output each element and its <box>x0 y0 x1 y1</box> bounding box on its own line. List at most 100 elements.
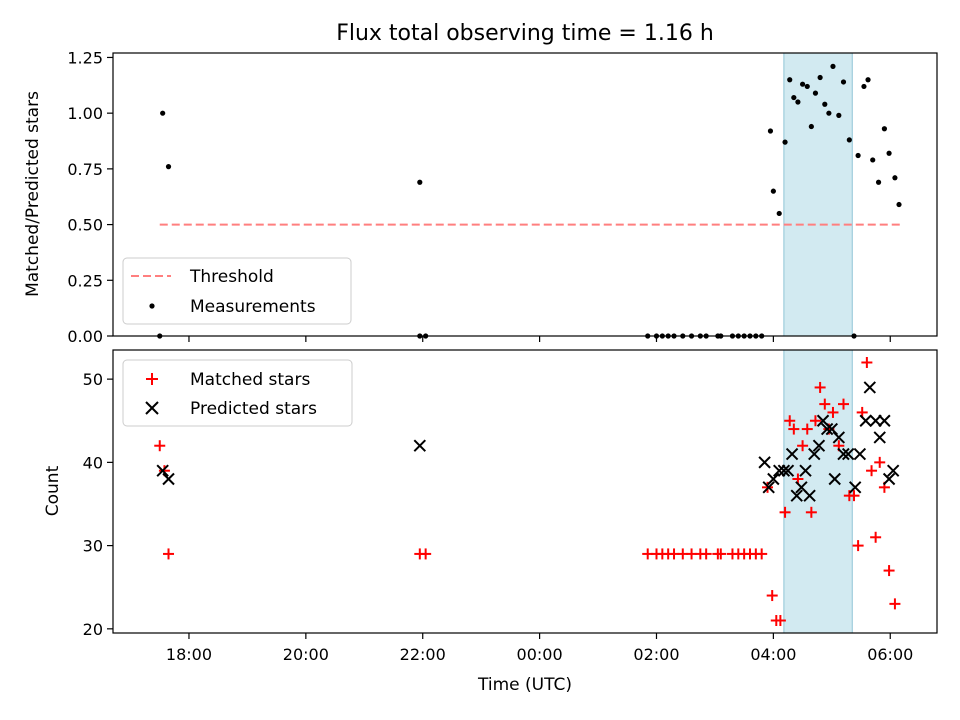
measurement-point <box>776 210 782 217</box>
measurement-point <box>791 94 797 101</box>
predicted-star-point <box>863 381 877 394</box>
top-legend: Threshold Measurements <box>122 257 352 325</box>
y-tick-label: 0.75 <box>67 160 103 179</box>
predicted-star-point <box>803 489 816 502</box>
measurement-point <box>804 83 810 90</box>
legend-matched-marker <box>146 373 158 385</box>
matched-star-point <box>154 440 166 452</box>
measurement-point <box>875 179 882 185</box>
measurement-point <box>417 179 423 185</box>
predicted-star-point <box>777 464 791 477</box>
measurement-point <box>886 150 892 156</box>
legend-threshold-label: Threshold <box>189 267 274 287</box>
y-tick-label: 50 <box>83 370 103 389</box>
y-tick-label: 0.00 <box>67 327 103 346</box>
bottom-x-axis: 18:00 20:00 22:00 00:00 02:00 04:00 06:00 <box>166 633 913 664</box>
bottom-y-label: Count <box>43 465 63 516</box>
matched-star-point <box>874 456 886 468</box>
measurement-point <box>846 137 852 143</box>
x-tick-label: 04:00 <box>750 645 796 664</box>
matched-star-point <box>827 406 839 418</box>
x-tick-label: 02:00 <box>633 645 679 664</box>
legend-matched-label: Matched stars <box>190 370 310 390</box>
bottom-axes-frame <box>112 349 938 634</box>
matched-star-point <box>784 415 796 427</box>
bottom-legend: Matched stars Predicted stars <box>122 359 353 427</box>
predicted-star-point <box>758 456 771 469</box>
y-tick-label: 40 <box>83 453 103 472</box>
matched-star-point <box>805 506 817 518</box>
x-tick-label: 00:00 <box>517 645 563 664</box>
measurement-point <box>160 110 166 116</box>
top-y-label: Matched/Predicted stars <box>23 91 43 297</box>
predicted-star-point <box>773 464 786 477</box>
bottom-legend-box <box>122 359 353 427</box>
predicted-star-point <box>873 431 886 444</box>
measurement-point <box>812 90 819 96</box>
matched-star-point <box>420 548 432 560</box>
x-tick-label: 22:00 <box>400 645 446 664</box>
predicted-star-point <box>848 481 862 494</box>
predicted-star-point <box>790 489 803 502</box>
predicted-star-point <box>869 414 882 427</box>
matched-star-point <box>837 398 849 410</box>
predicted-star-point <box>828 472 841 486</box>
measurement-point <box>808 123 814 130</box>
matched-star-point <box>163 548 175 560</box>
top-y-axis: 0.00 0.25 0.50 0.75 1.00 1.25 <box>67 48 113 346</box>
predicted-star-point <box>808 447 821 461</box>
matched-stars-series <box>154 356 901 627</box>
matched-star-point <box>870 531 882 543</box>
matched-star-point <box>715 548 727 560</box>
x-tick-label: 20:00 <box>283 645 329 664</box>
matched-star-point <box>779 506 791 518</box>
predicted-star-point <box>413 439 427 452</box>
predicted-star-point <box>878 414 891 427</box>
y-tick-label: 1.00 <box>67 104 103 123</box>
matched-star-point <box>819 398 831 410</box>
measurement-point <box>892 175 898 181</box>
measurement-point <box>855 152 861 159</box>
matched-star-point <box>809 415 821 427</box>
predicted-star-point <box>837 447 850 461</box>
top-x-ticks <box>188 336 891 342</box>
predicted-star-point <box>762 481 775 494</box>
top-axes-frame <box>112 52 938 337</box>
y-tick-label: 0.50 <box>67 216 103 235</box>
matched-star-point <box>797 440 809 452</box>
measurement-point <box>787 77 793 83</box>
matched-star-point <box>774 615 786 627</box>
predicted-star-point <box>859 414 872 427</box>
measurement-point <box>795 99 801 105</box>
matched-star-point <box>861 356 873 368</box>
bottom-highlight-span <box>783 349 853 634</box>
measurement-point <box>826 110 832 116</box>
predicted-star-point <box>841 447 855 461</box>
matched-star-point <box>788 423 800 435</box>
measurement-point <box>881 126 888 132</box>
bottom-y-axis: 20 30 40 50 <box>83 370 113 639</box>
measurement-point <box>782 139 788 145</box>
y-tick-label: 20 <box>83 620 103 639</box>
measurement-point <box>896 201 902 208</box>
matched-star-point <box>866 465 878 477</box>
measurement-point <box>770 188 776 194</box>
x-tick-label: 18:00 <box>166 645 212 664</box>
predicted-star-point <box>156 464 169 477</box>
predicted-star-point <box>785 447 799 461</box>
y-tick-label: 1.25 <box>67 48 103 67</box>
predicted-stars-series <box>156 381 900 502</box>
measurement-point <box>822 101 828 107</box>
predicted-star-point <box>832 431 846 444</box>
top-legend-box <box>122 257 352 325</box>
matched-star-point <box>700 548 712 560</box>
measurement-point <box>870 157 876 163</box>
x-tick-label: 06:00 <box>867 645 913 664</box>
predicted-star-point <box>767 472 780 486</box>
matched-star-point <box>814 381 826 393</box>
predicted-star-point <box>781 464 795 477</box>
matched-star-point <box>848 490 860 502</box>
y-tick-label: 30 <box>83 537 103 556</box>
matched-star-point <box>766 590 778 602</box>
